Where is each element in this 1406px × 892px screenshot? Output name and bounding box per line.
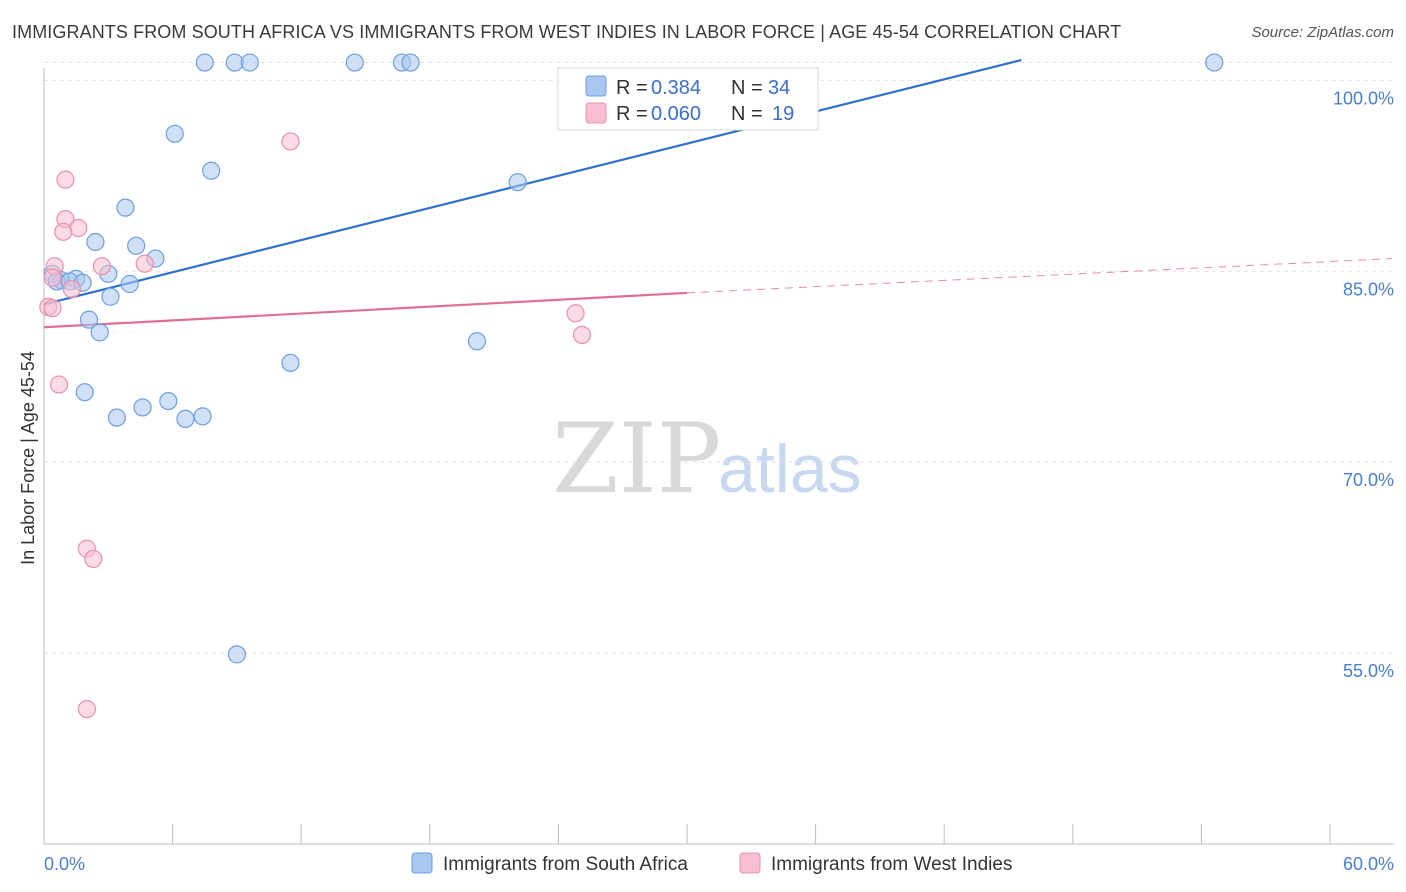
data-point-blue: [86, 232, 105, 252]
data-point-blue: [133, 398, 152, 417]
x-tick-label: 60.0%: [1343, 854, 1394, 874]
legend-r-label-west-indies: R =: [616, 103, 648, 125]
data-point-pink: [281, 132, 300, 151]
data-point-blue: [101, 287, 120, 306]
data-point-blue: [1205, 53, 1224, 72]
trend-line-pink: [43, 291, 688, 329]
data-point-pink: [77, 699, 96, 719]
watermark-zip: ZIP: [552, 403, 721, 515]
data-point-blue: [90, 323, 109, 342]
legend-n-label-south-africa: N =: [731, 77, 763, 99]
data-point-blue: [467, 332, 487, 351]
data-point-blue: [345, 53, 364, 72]
data-point-blue: [79, 310, 99, 329]
y-tick-label: 55.0%: [1343, 661, 1394, 681]
y-tick-label: 85.0%: [1343, 279, 1394, 299]
data-point-blue: [176, 409, 195, 429]
data-point-blue: [227, 645, 246, 664]
data-point-blue: [401, 53, 420, 72]
y-tick-label: 70.0%: [1343, 470, 1394, 490]
legend-swatch-south-africa: [585, 75, 607, 97]
data-point-pink: [56, 170, 75, 189]
y-tick-label: 100.0%: [1333, 88, 1394, 108]
data-point-blue: [202, 161, 221, 180]
y-axis-title: In Labor Force | Age 45-54: [18, 351, 38, 565]
data-point-blue: [195, 53, 214, 72]
legend-r-label-south-africa: R =: [616, 77, 648, 99]
stats-legend: R = 0.384 N = 34 R = 0.060 N = 19: [557, 67, 819, 131]
legend-n-value-south-africa: 34: [768, 77, 790, 99]
bottom-legend-swatch-south-africa: [411, 852, 433, 874]
trend-line-blue: [43, 58, 1022, 306]
axes: [43, 68, 1394, 845]
legend-r-value-west-indies: 0.060: [651, 103, 701, 125]
legend-r-value-south-africa: 0.384: [651, 77, 701, 99]
data-point-blue: [281, 353, 300, 373]
bottom-legend-swatch-west-indies: [739, 852, 761, 874]
series-legend: Immigrants from South Africa Immigrants …: [411, 852, 1012, 875]
data-point-blue: [120, 274, 139, 294]
data-point-pink: [566, 304, 585, 323]
legend-swatch-west-indies: [585, 102, 607, 124]
chart-source: Source: ZipAtlas.com: [1251, 24, 1394, 41]
tick-labels: 100.0% 85.0% 70.0% 55.0% 0.0% 60.0%: [44, 88, 1394, 874]
data-point-pink: [572, 325, 592, 345]
data-point-pink: [62, 279, 81, 299]
data-points: [39, 53, 1224, 719]
data-point-blue: [159, 391, 178, 411]
data-point-pink: [92, 257, 111, 276]
data-point-pink: [54, 222, 73, 241]
data-point-pink: [69, 218, 88, 238]
data-point-pink: [135, 254, 154, 273]
bottom-legend-label-south-africa: Immigrants from South Africa: [443, 854, 688, 875]
data-point-blue: [165, 124, 184, 143]
data-point-pink: [43, 268, 62, 287]
trend-line-dashed-pink: [686, 258, 1393, 294]
x-tick-label: 0.0%: [44, 854, 85, 874]
bottom-legend-label-west-indies: Immigrants from West Indies: [771, 854, 1012, 875]
grid-lines: [44, 62, 1392, 654]
data-point-pink: [84, 549, 103, 569]
data-point-blue: [127, 236, 146, 255]
data-point-blue: [193, 407, 212, 426]
chart-title: IMMIGRANTS FROM SOUTH AFRICA VS IMMIGRAN…: [12, 22, 1122, 42]
data-point-blue: [240, 53, 259, 72]
legend-n-value-west-indies: 19: [772, 103, 794, 125]
data-point-pink: [43, 299, 62, 318]
data-point-blue: [116, 198, 135, 217]
watermark-atlas: atlas: [718, 431, 862, 507]
data-point-blue: [508, 173, 527, 192]
data-point-pink: [49, 375, 69, 394]
legend-n-label-west-indies: N =: [731, 103, 763, 125]
data-point-blue: [75, 383, 94, 402]
data-point-blue: [107, 408, 126, 427]
trend-lines: [43, 58, 1393, 329]
